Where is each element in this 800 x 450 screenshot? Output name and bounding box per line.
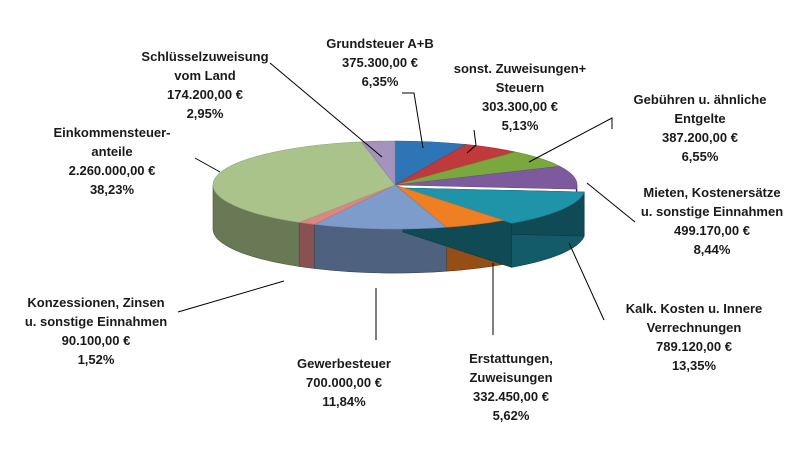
data-label-line: 375.300,00 € [342,55,418,70]
data-label-line: 174.200,00 € [167,87,243,102]
data-label-line: Entgelte [674,111,725,126]
data-label-line: Steuern [496,80,544,95]
leader-line [177,280,285,313]
data-label-line: 332.450,00 € [473,389,549,404]
data-label-line: Mieten, Kostenersätze [643,185,780,200]
data-label-line: Erstattungen, [469,351,553,366]
data-label-line: Gewerbesteuer [297,356,391,371]
data-label-line: u. sonstige Einnahmen [25,314,167,329]
data-label-line: 11,84% [322,394,366,409]
data-labels: Grundsteuer A+B 375.300,00 € 6,35% sonst. Z… [25,36,783,423]
data-label-line: Kalk. Kosten u. Innere [626,301,763,316]
data-label: Schlüsselzuweisung vom Land 174.200,00 € 2,… [141,49,268,121]
data-label-line: Schlüsselzuweisung [141,49,268,64]
pie-slice [402,187,585,224]
data-label-line: 13,35% [672,358,717,373]
pie-slice [394,166,578,190]
data-label: Gewerbesteuer 700.000,00 € 11,84% [297,356,391,409]
data-label-line: Gebühren u. ähnliche [634,92,767,107]
data-label-line: Einkommensteuer- [53,125,170,140]
data-label: Grundsteuer A+B 375.300,00 € 6,35% [326,36,434,89]
data-label-line: 6,55% [682,149,719,164]
data-label: Kalk. Kosten u. Innere Verrechnungen 789.1… [626,301,763,373]
leader-lines [177,62,636,340]
data-label-line: Grundsteuer A+B [326,36,434,51]
data-label: Konzessionen, Zinsen u. sonstige Einnahme… [25,295,167,367]
data-label-line: 6,35% [362,74,399,89]
leader-line [568,242,605,321]
data-label-line: 38,23% [90,182,135,197]
data-label-line: 5,62% [493,408,530,423]
data-label-line: sonst. Zuweisungen+ [454,61,587,76]
data-label-line: vom Land [174,68,235,83]
data-label: Einkommensteuer-anteile 2.260.000,00 € 38,… [53,125,170,197]
data-label-line: 303.300,00 € [482,99,558,114]
data-label-line: 5,13% [502,118,539,133]
data-label-line: Konzessionen, Zinsen [27,295,164,310]
data-label-line: 789.120,00 € [656,339,732,354]
data-label-line: 387.200,00 € [662,130,738,145]
leader-line [402,92,424,149]
data-label-line: 499.170,00 € [674,223,750,238]
pie-slice [212,141,396,223]
data-label: Gebühren u. ähnliche Entgelte 387.200,00 €… [634,92,767,164]
leader-line [194,157,221,173]
leader-line [528,117,613,163]
data-label-line: 90.100,00 € [62,333,131,348]
data-label: sonst. Zuweisungen+ Steuern 303.300,00 € 5,… [454,61,587,133]
pie-slice [360,140,396,186]
slice-side [298,222,315,269]
data-label: Erstattungen, Zuweisungen 332.450,00 € 5,62… [469,351,553,423]
data-label: Mieten, Kostenersätze u. sonstige Einnahm… [641,185,783,257]
data-label-line: 700.000,00 € [306,375,382,390]
data-label-line: 2,95% [187,106,224,121]
data-label-line: 2.260.000,00 € [69,163,156,178]
leader-line [269,62,383,158]
leader-line [586,182,636,223]
data-label-line: u. sonstige Einnahmen [641,204,783,219]
pie-slice [313,184,448,230]
data-label-line: anteile [91,144,132,159]
data-label-line: Verrechnungen [647,320,742,335]
leader-line [466,129,477,154]
pie-slices [212,140,585,230]
data-label-line: 1,52% [78,352,115,367]
data-label-line: 8,44% [694,242,731,257]
data-label-line: Zuweisungen [469,370,552,385]
